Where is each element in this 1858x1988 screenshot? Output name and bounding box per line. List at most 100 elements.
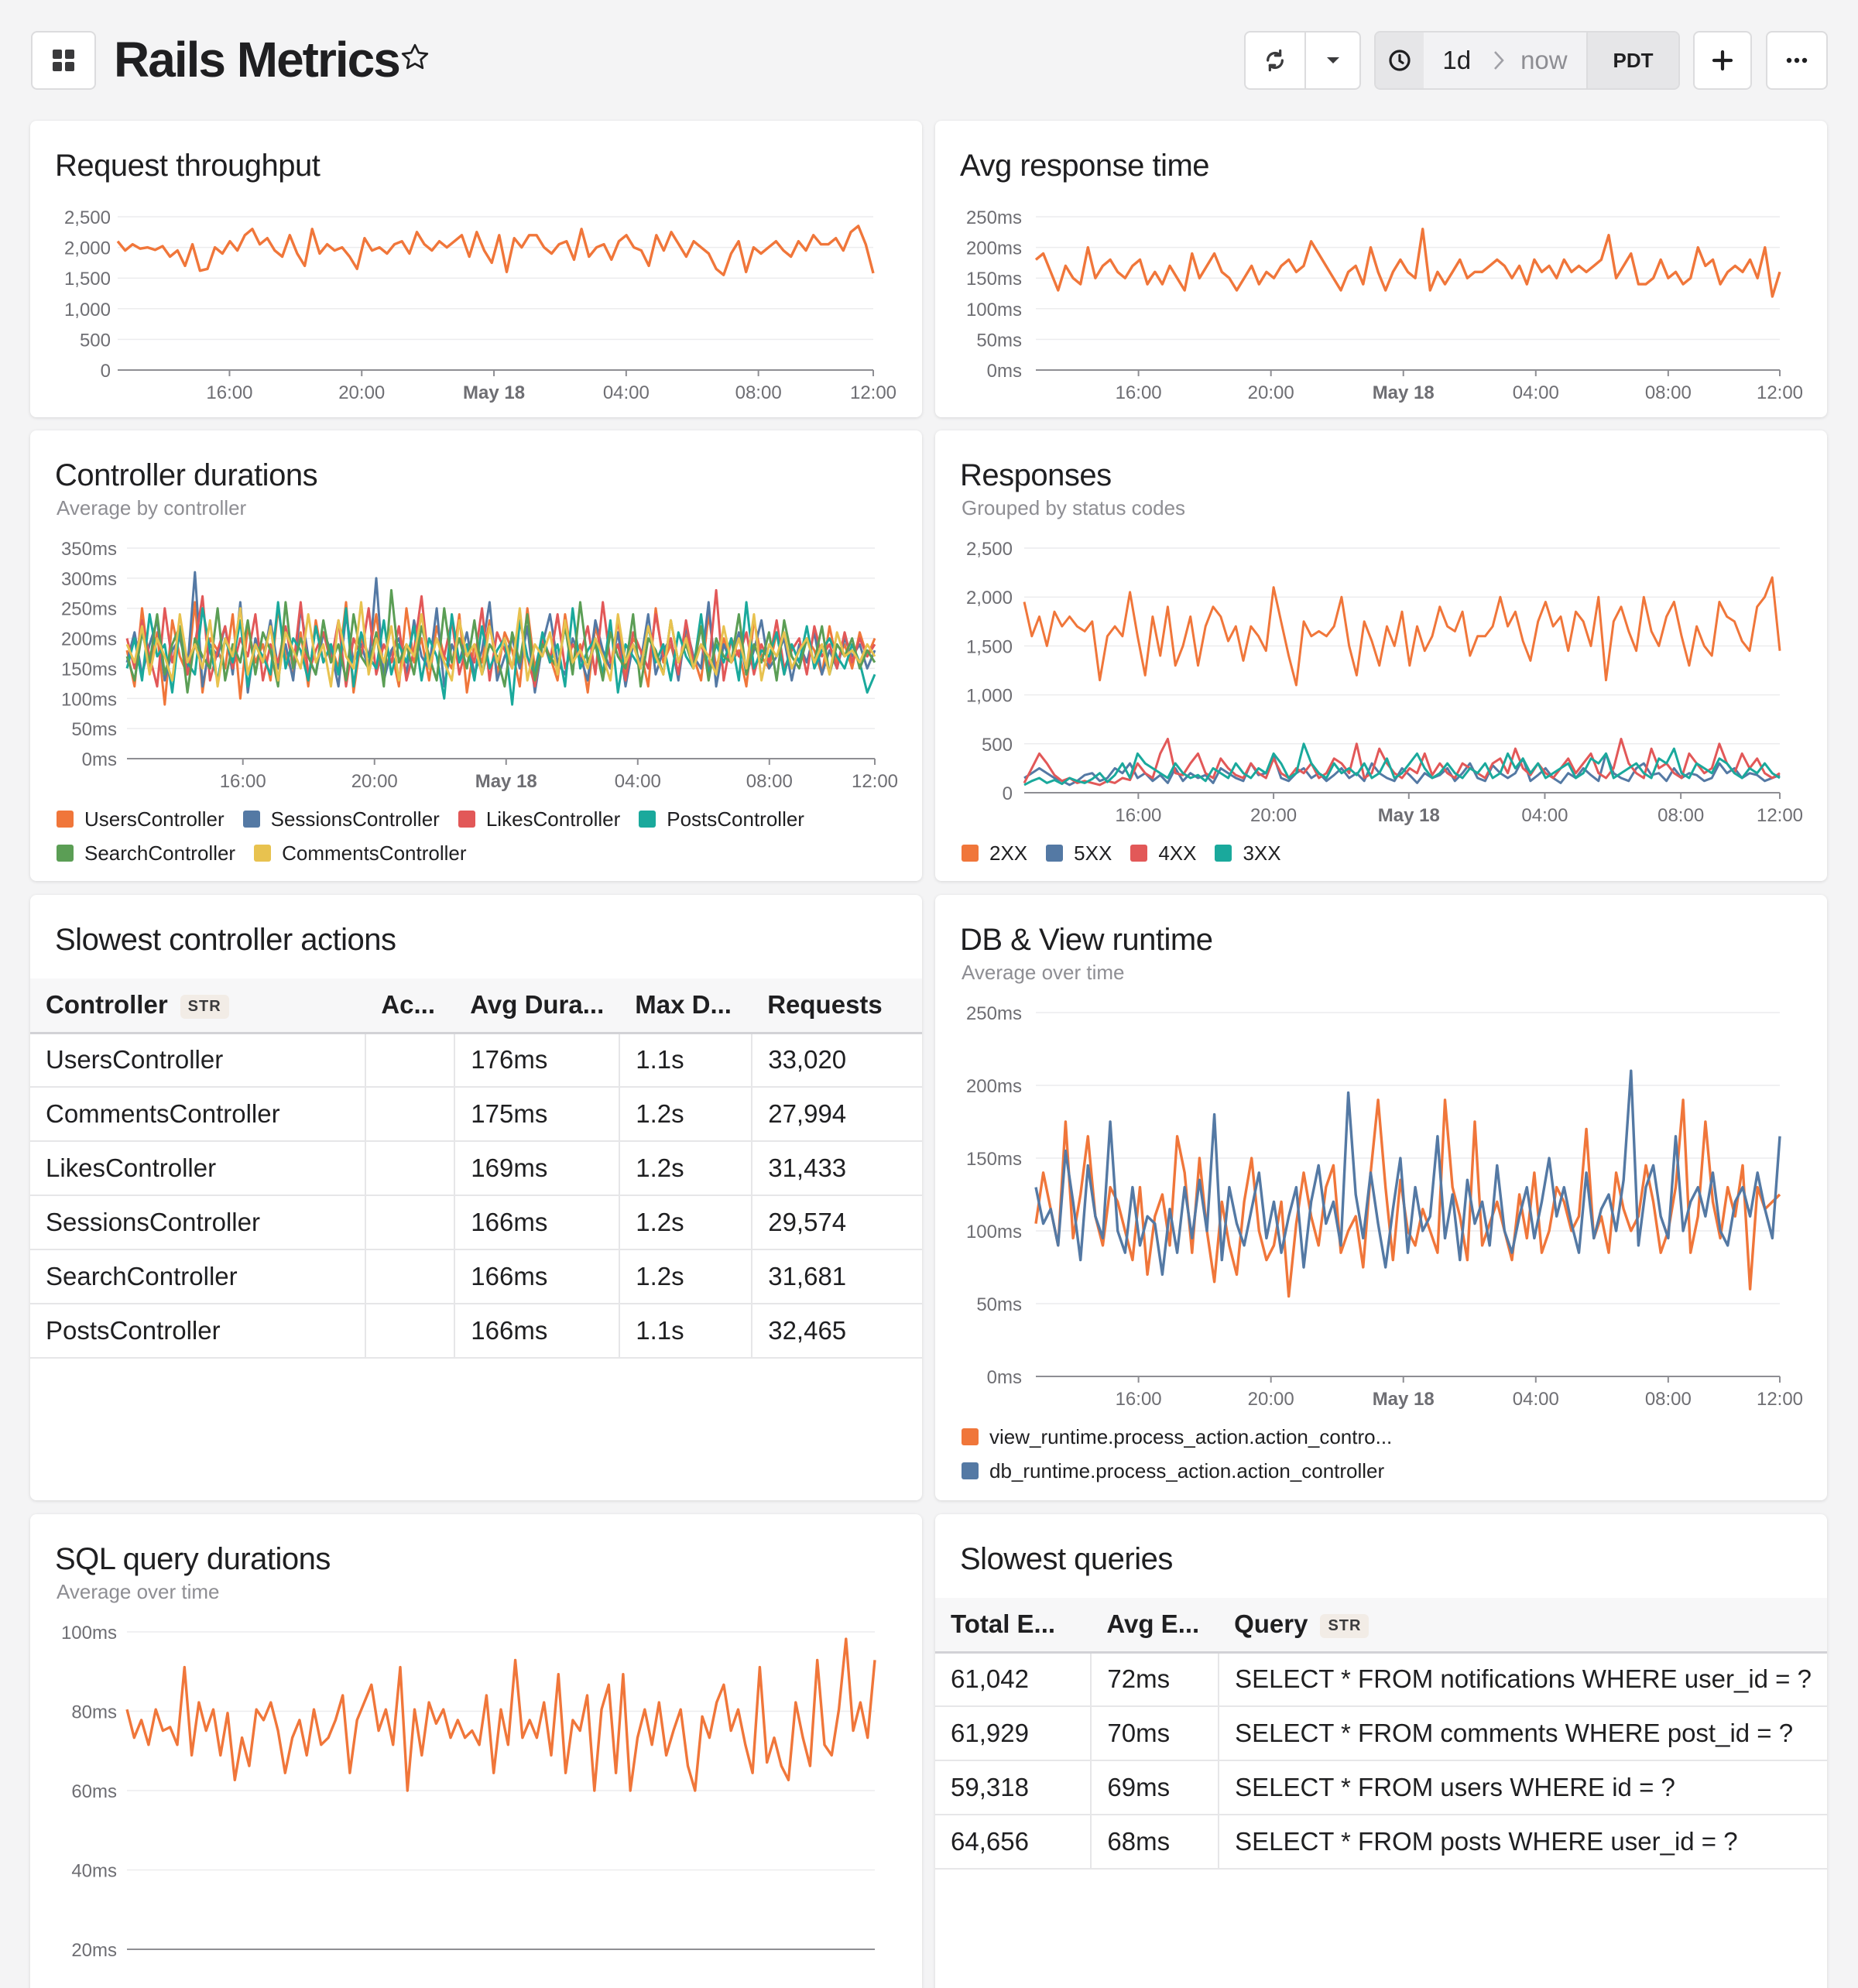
time-range-picker[interactable]: 1d now PDT	[1374, 31, 1680, 90]
series-line[interactable]	[116, 225, 875, 276]
refresh-button[interactable]	[1244, 31, 1306, 90]
table-row[interactable]: CommentsController 175ms 1.2s 27,994	[30, 1087, 922, 1142]
legend-item[interactable]: view_runtime.process_action.action_contr…	[962, 1420, 1392, 1454]
x-tick-label: 08:00	[1657, 805, 1704, 826]
controller-durations-chart[interactable]: 350ms 300ms 250ms 200ms 150ms 100ms 50ms 0ms 16:…	[30, 430, 922, 802]
y-tick-label: 150ms	[966, 1149, 1022, 1170]
series-line[interactable]	[125, 1637, 876, 1792]
table-row[interactable]: 59,318 69ms SELECT * FROM users WHERE id =…	[935, 1760, 1827, 1815]
table-cell: SELECT * FROM posts WHERE user_id = ?	[1219, 1815, 1827, 1870]
table-cell: LikesController	[30, 1141, 367, 1196]
time-range-end[interactable]: now	[1520, 46, 1568, 74]
column-header[interactable]: Max D...	[619, 979, 752, 1034]
panel-responses[interactable]: Responses Grouped by status codes 2,500 2…	[935, 430, 1827, 881]
star-icon[interactable]	[399, 42, 430, 77]
series-line[interactable]	[1034, 1099, 1781, 1298]
legend-item[interactable]: db_runtime.process_action.action_control…	[962, 1454, 1384, 1488]
column-header[interactable]: Ac...	[365, 979, 455, 1034]
legend-item[interactable]: SessionsController	[242, 802, 440, 836]
legend-item[interactable]: PostsController	[639, 802, 804, 836]
table-cell: 31,681	[752, 1249, 922, 1304]
clock-icon[interactable]	[1376, 33, 1424, 88]
throughput-chart[interactable]: 2,500 2,000 1,500 1,000 500 0 16:00 20:00 May 18…	[30, 121, 922, 417]
panel-request-throughput[interactable]: Request throughput 2,500 2,000 1,500 1,000 5…	[30, 121, 922, 417]
y-tick-label: 500	[982, 735, 1013, 756]
table-row[interactable]: LikesController 169ms 1.2s 31,433	[30, 1141, 922, 1196]
table-row[interactable]: 61,042 72ms SELECT * FROM notifications WH…	[935, 1652, 1827, 1707]
legend-swatch	[57, 811, 74, 828]
y-tick-label: 1,000	[966, 686, 1013, 707]
db-view-chart[interactable]: 250ms 200ms 150ms 100ms 50ms 0ms 16:00 20:00 May…	[935, 895, 1827, 1421]
slowest-queries-table: Total E... Avg E... Query STR 61,042 72ms S…	[935, 1598, 1827, 1870]
refresh-options-button[interactable]	[1304, 31, 1361, 90]
panel-slowest-queries[interactable]: Slowest queries Total E... Avg E... Quer…	[935, 1514, 1827, 1988]
column-header[interactable]: Requests	[752, 979, 922, 1034]
legend-item[interactable]: SearchController	[57, 836, 235, 870]
series-line[interactable]	[1023, 738, 1781, 787]
column-header[interactable]: Query STR	[1219, 1598, 1827, 1654]
panel-sql-query-durations[interactable]: SQL query durations Average over time 10…	[30, 1514, 922, 1988]
more-options-button[interactable]	[1766, 31, 1828, 90]
y-tick-label: 2,000	[64, 238, 111, 259]
panel-avg-response-time[interactable]: Avg response time 250ms 200ms 150ms 100ms 50…	[935, 121, 1827, 417]
add-panel-button[interactable]	[1693, 31, 1752, 90]
series-line[interactable]	[125, 588, 876, 688]
panel-db-view-runtime[interactable]: DB & View runtime Average over time 250m…	[935, 895, 1827, 1500]
panel-slowest-controller-actions[interactable]: Slowest controller actions Controller STR…	[30, 895, 922, 1500]
panel-controller-durations[interactable]: Controller durations Average by controll…	[30, 430, 922, 881]
column-header[interactable]: Total E...	[935, 1598, 1092, 1654]
table-cell: 176ms	[454, 1033, 621, 1088]
table-cell	[365, 1033, 456, 1088]
responses-chart[interactable]: 2,500 2,000 1,500 1,000 500 0 16:00 20:00 May 18…	[935, 430, 1827, 833]
legend-item[interactable]: LikesController	[458, 802, 620, 836]
table-cell: 1.2s	[619, 1087, 753, 1142]
column-header[interactable]: Avg E...	[1091, 1598, 1219, 1654]
time-range-start[interactable]: 1d	[1442, 46, 1472, 74]
x-tick-label: 20:00	[1248, 1389, 1294, 1410]
series-line[interactable]	[1023, 752, 1781, 787]
dashboard-title: Rails Metrics	[114, 32, 401, 87]
legend-item[interactable]: 4XX	[1130, 836, 1196, 870]
table-cell: PostsController	[30, 1304, 367, 1359]
table-cell: 166ms	[454, 1249, 621, 1304]
legend-item[interactable]: CommentsController	[254, 836, 467, 870]
legend-item[interactable]: UsersController	[57, 802, 225, 836]
legend-item[interactable]: 5XX	[1046, 836, 1112, 870]
sql-durations-chart[interactable]: 100ms 80ms 60ms 40ms 20ms	[30, 1514, 922, 1988]
table-cell	[365, 1304, 456, 1359]
table-row[interactable]: PostsController 166ms 1.1s 32,465	[30, 1304, 922, 1359]
legend-swatch	[962, 845, 979, 862]
response-time-chart[interactable]: 250ms 200ms 150ms 100ms 50ms 0ms 16:00 20:00 May…	[935, 121, 1827, 417]
table-row[interactable]: UsersController 176ms 1.1s 33,020	[30, 1033, 922, 1088]
y-tick-label: 1,000	[64, 300, 111, 320]
y-tick-label: 2,500	[64, 207, 111, 228]
column-header[interactable]: Controller STR	[30, 979, 366, 1034]
table-header-row: Total E... Avg E... Query STR	[935, 1598, 1827, 1654]
table-row[interactable]: SessionsController 166ms 1.2s 29,574	[30, 1195, 922, 1250]
timezone-button[interactable]: PDT	[1586, 33, 1678, 88]
dashboards-menu-button[interactable]	[31, 31, 96, 90]
series-line[interactable]	[125, 588, 876, 694]
column-header[interactable]: Avg Dura...	[454, 979, 620, 1034]
series-line[interactable]	[1023, 576, 1781, 687]
table-row[interactable]: 61,929 70ms SELECT * FROM comments WHERE p…	[935, 1706, 1827, 1761]
panel-title: Controller durations	[55, 458, 318, 492]
legend-label: db_runtime.process_action.action_control…	[989, 1458, 1385, 1482]
table-cell	[365, 1087, 456, 1142]
table-cell: 1.2s	[619, 1249, 753, 1304]
table-row[interactable]: 64,656 68ms SELECT * FROM posts WHERE user…	[935, 1815, 1827, 1870]
series-line[interactable]	[1034, 228, 1781, 298]
y-tick-label: 0ms	[82, 749, 117, 770]
legend-item[interactable]: 2XX	[962, 836, 1027, 870]
x-tick-label: May 18	[1378, 805, 1440, 826]
series-line[interactable]	[1034, 1069, 1781, 1277]
series-line[interactable]	[125, 601, 876, 688]
y-tick-label: 100ms	[966, 300, 1022, 320]
legend-label: 2XX	[989, 841, 1028, 865]
legend-swatch	[1130, 845, 1148, 862]
table-row[interactable]: SearchController 166ms 1.2s 31,681	[30, 1249, 922, 1304]
legend-item[interactable]: 3XX	[1215, 836, 1281, 870]
series-line[interactable]	[1023, 742, 1781, 787]
grid-icon	[53, 50, 74, 71]
panel-title: Slowest queries	[960, 1542, 1173, 1576]
